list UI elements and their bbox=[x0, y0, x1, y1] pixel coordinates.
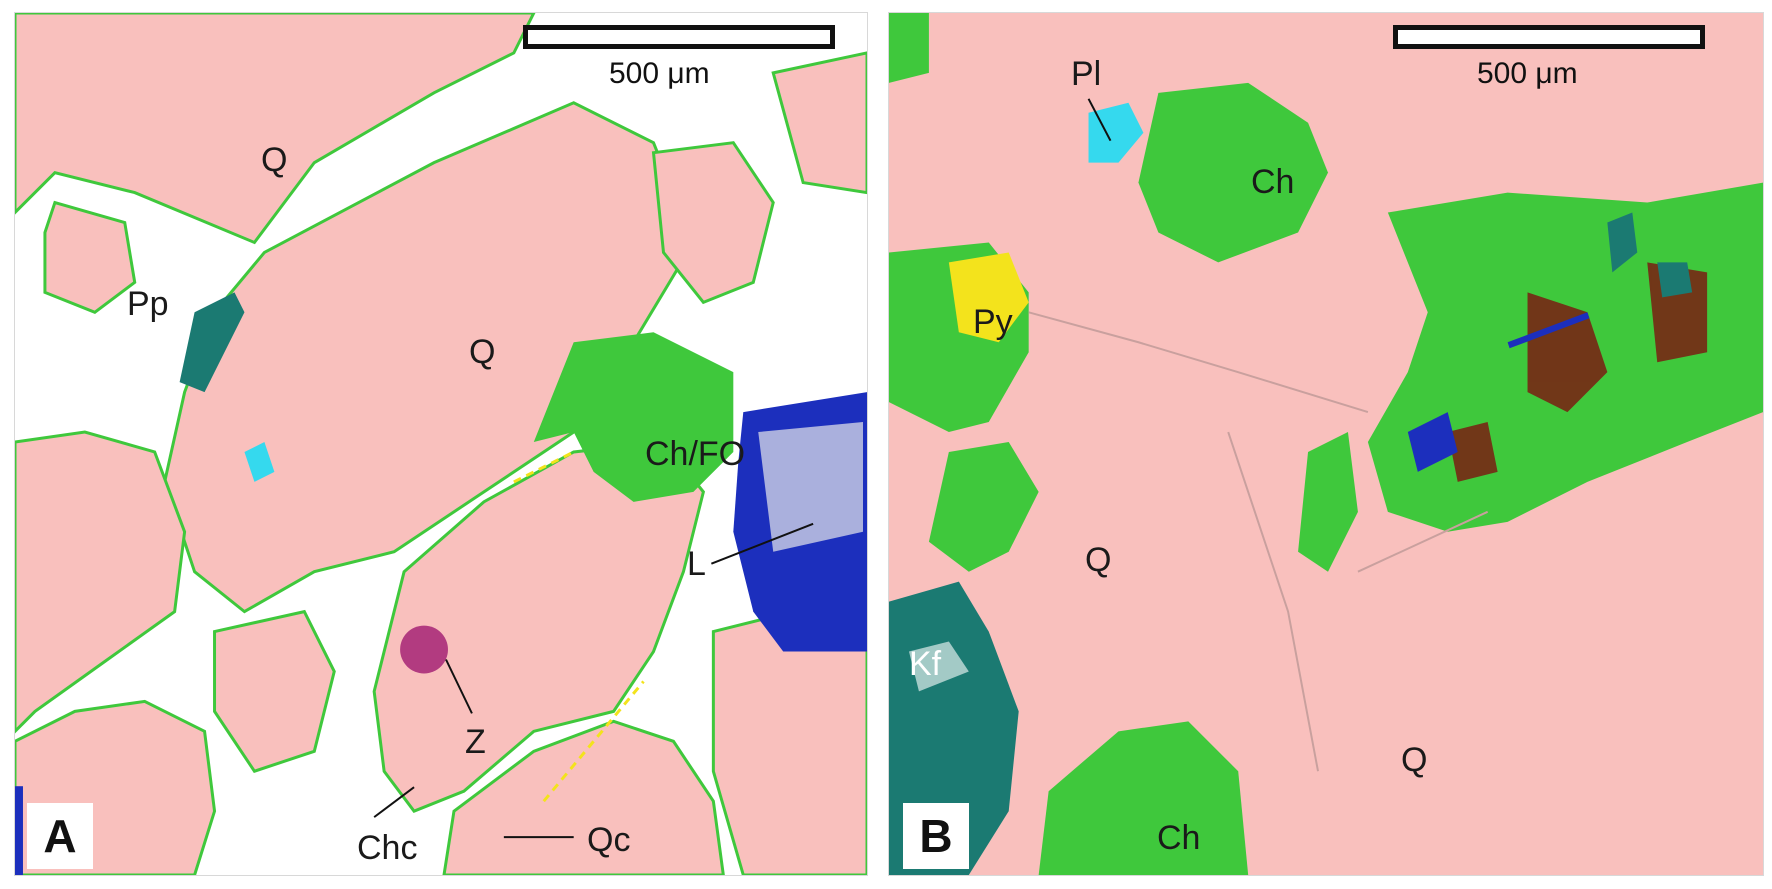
scale-bar-label: 500 μm bbox=[609, 57, 710, 90]
label-pp: Pp bbox=[127, 285, 169, 323]
chlorite-patch bbox=[889, 13, 929, 83]
label-q: Q bbox=[261, 141, 288, 179]
chlorite-patch bbox=[533, 332, 734, 502]
panel-b-micrograph: 500 μm Pl Ch Py Q Q Kf Ch B bbox=[888, 12, 1764, 876]
scale-bar-label: 500 μm bbox=[1477, 57, 1578, 90]
quartz-grain bbox=[651, 141, 775, 305]
panel-letter-a: A bbox=[27, 803, 93, 869]
plagioclase-grain bbox=[1088, 102, 1144, 163]
chlorite-patch bbox=[1038, 721, 1249, 875]
label-l: L bbox=[687, 545, 706, 583]
label-q: Q bbox=[1085, 541, 1112, 579]
pyrite-grain bbox=[948, 252, 1029, 343]
kfeldspar-grain bbox=[1657, 262, 1693, 298]
quartz-grain bbox=[15, 430, 187, 734]
panel-b-mineral-map bbox=[889, 13, 1763, 875]
label-q: Q bbox=[1401, 741, 1428, 779]
label-pl: Pl bbox=[1071, 55, 1102, 93]
label-ch: Ch bbox=[1251, 163, 1295, 201]
kfeldspar-grain bbox=[179, 292, 245, 393]
quartz-grain bbox=[213, 609, 336, 774]
chlorite-patch bbox=[928, 442, 1039, 572]
scale-bar bbox=[523, 25, 835, 49]
scale-bar bbox=[1393, 25, 1705, 49]
quartz-grain bbox=[43, 200, 137, 315]
label-chc: Chc bbox=[357, 829, 418, 867]
chlorite-patch bbox=[1138, 82, 1328, 263]
label-py: Py bbox=[973, 303, 1013, 341]
panel-a-mineral-map bbox=[15, 13, 867, 875]
quartz-grain bbox=[771, 51, 867, 195]
chlorite-patch bbox=[1298, 432, 1358, 572]
label-kf: Kf bbox=[909, 645, 942, 683]
zircon-grain bbox=[400, 625, 448, 674]
label-q: Q bbox=[469, 333, 496, 371]
quartz-grain bbox=[163, 101, 696, 614]
label-qc: Qc bbox=[587, 821, 631, 859]
label-z: Z bbox=[465, 723, 486, 761]
kfeldspar-grain bbox=[1607, 212, 1638, 273]
label-ch-fo: Ch/FO bbox=[645, 435, 746, 473]
panel-letter-b: B bbox=[903, 803, 969, 869]
panel-a-micrograph: 500 μm Q Q Pp Ch/FO L Z Chc Qc A bbox=[14, 12, 868, 876]
label-ch: Ch bbox=[1157, 819, 1201, 857]
